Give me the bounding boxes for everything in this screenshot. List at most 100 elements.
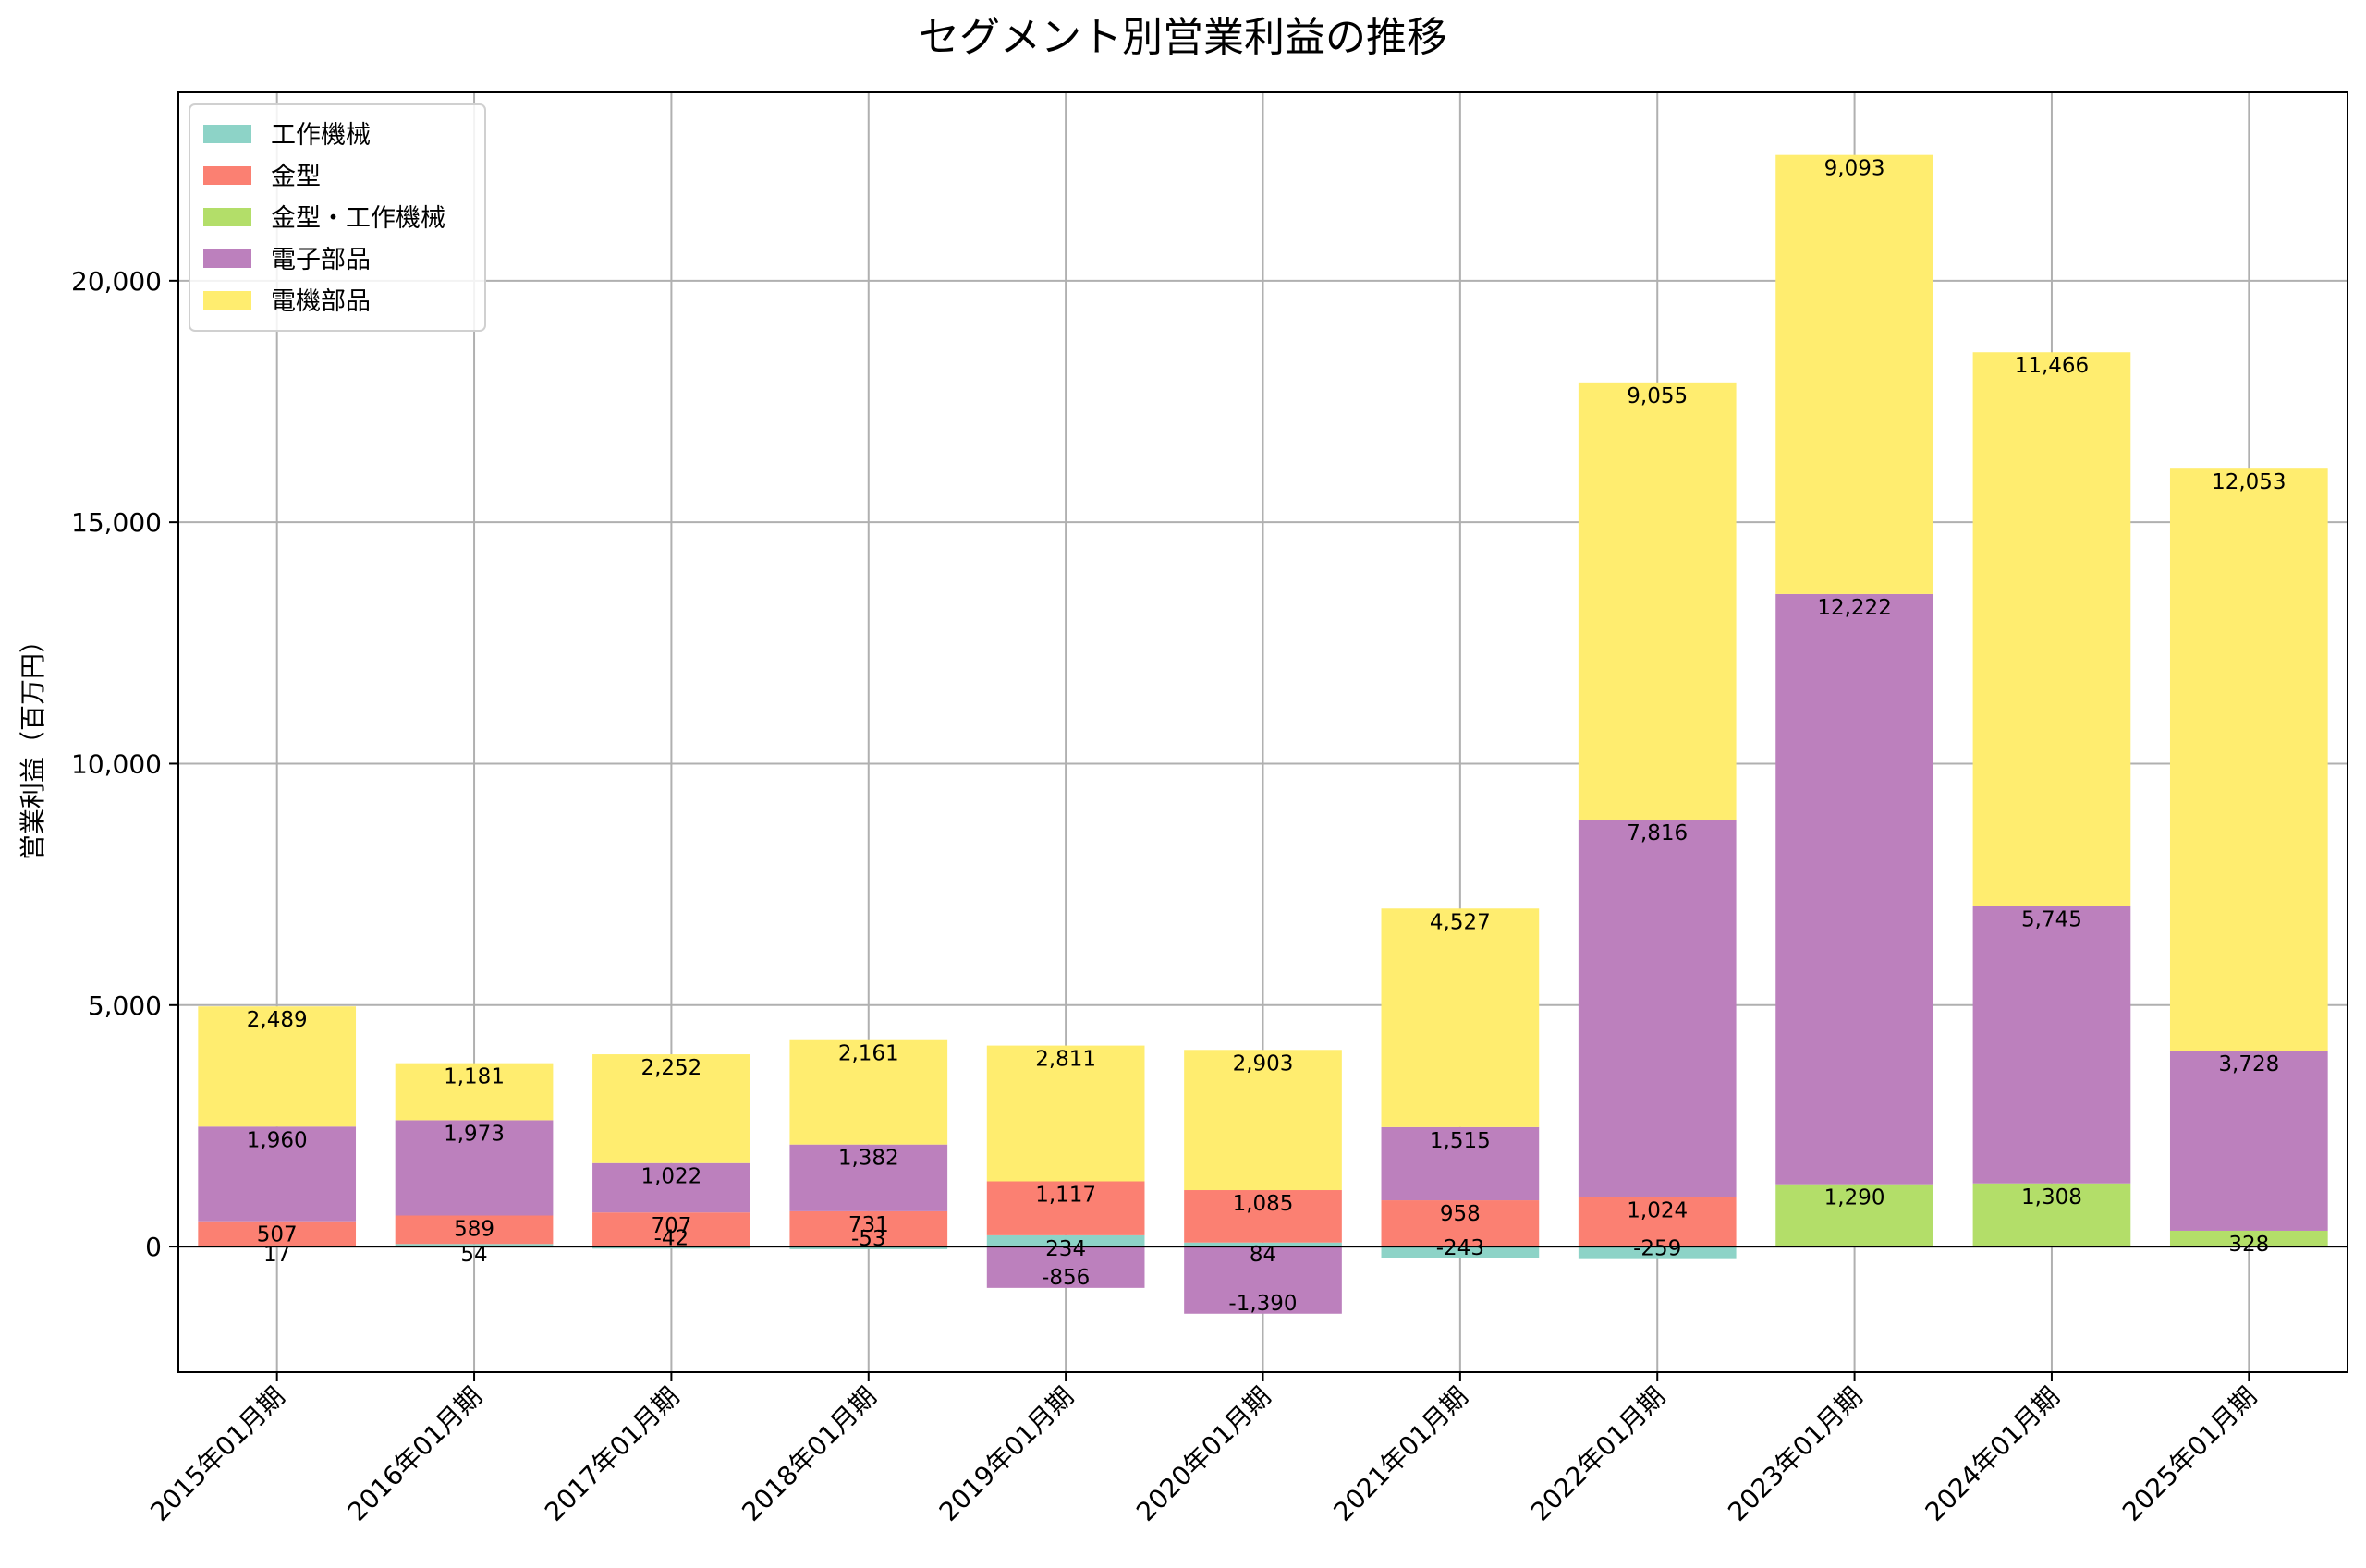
bar-segment (1578, 382, 1737, 820)
bar-segment (1381, 1246, 1540, 1258)
bar-segment (986, 1246, 1145, 1288)
bar-segment (789, 1210, 948, 1247)
x-tick-label: 2018年01月期 (736, 1381, 882, 1527)
x-tick-label: 2017年01月期 (539, 1381, 685, 1527)
legend-box (189, 103, 486, 332)
data-label: 9,093 (1824, 157, 1885, 181)
bar-segment (1775, 1184, 1933, 1247)
data-label: 1,024 (1627, 1199, 1688, 1223)
data-label: 1,960 (247, 1128, 308, 1152)
chart-title: セグメント別営業利益の推移 (919, 14, 1447, 61)
data-label: 2,903 (1233, 1051, 1294, 1076)
data-label: 12,222 (1817, 596, 1891, 620)
legend-swatch (203, 291, 251, 310)
bar-segment (2169, 1230, 2328, 1247)
bar-segment (789, 1039, 948, 1145)
bar-segment (198, 1126, 357, 1222)
bar-segment (986, 1045, 1145, 1182)
bar-layer (198, 154, 2328, 1314)
bar-segment (986, 1181, 1145, 1235)
data-label: 5,745 (2021, 907, 2082, 931)
bar-segment (592, 1054, 750, 1163)
plot-frame (177, 91, 2348, 1373)
data-label: 1,022 (640, 1165, 701, 1189)
x-tick-label: 2021年01月期 (1327, 1381, 1473, 1527)
data-label: 2,811 (1035, 1048, 1096, 1072)
data-label: 1,382 (838, 1147, 899, 1171)
bar-segment (1578, 1197, 1737, 1247)
bar-segment (1381, 1200, 1540, 1247)
bar-segment (395, 1063, 554, 1121)
data-label: 2,489 (247, 1008, 308, 1032)
legend-label: 電子部品 (271, 246, 371, 274)
data-label: 1,181 (444, 1065, 505, 1089)
bar-segment (1184, 1050, 1342, 1191)
data-label: -243 (1436, 1236, 1484, 1260)
data-label: 1,308 (2021, 1185, 2082, 1209)
data-label: 4,527 (1430, 910, 1491, 934)
bar-segment (198, 1006, 357, 1127)
y-tick-label: 10,000 (71, 748, 162, 779)
bar-segment (395, 1244, 554, 1247)
bar-segment (2169, 1051, 2328, 1231)
legend-label: 金型 (271, 163, 321, 191)
data-label: 12,053 (2212, 470, 2286, 494)
x-tick-label: 2019年01月期 (933, 1381, 1079, 1527)
data-label: 589 (454, 1218, 494, 1242)
data-label: 9,055 (1627, 384, 1688, 408)
bar-segment (1184, 1190, 1342, 1243)
bar-segment (789, 1144, 948, 1211)
data-label: 7,816 (1627, 821, 1688, 845)
bar-segment (2169, 468, 2328, 1051)
bar-segment (1578, 1246, 1737, 1259)
bar-segment (986, 1234, 1145, 1247)
x-tick-label: 2015年01月期 (144, 1381, 290, 1527)
y-axis-label: 営業利益（百万円） (18, 627, 48, 860)
data-label: 1,973 (444, 1122, 505, 1146)
bar-segment (592, 1162, 750, 1213)
data-label: -856 (1042, 1266, 1090, 1290)
data-label: 1,515 (1430, 1129, 1491, 1153)
x-tick-label: 2022年01月期 (1525, 1381, 1671, 1527)
data-label: 234 (1045, 1237, 1086, 1261)
data-label: 1,290 (1824, 1186, 1885, 1210)
x-tick-label: 2025年01月期 (2116, 1381, 2262, 1527)
data-label: 1,117 (1035, 1184, 1096, 1208)
bar-segment (1972, 906, 2131, 1184)
bar-segment (1578, 820, 1737, 1197)
data-label: 2,252 (640, 1056, 701, 1080)
data-label: 2,161 (838, 1042, 899, 1066)
x-tick-label: 2016年01月期 (342, 1381, 488, 1527)
bar-segment (1184, 1242, 1342, 1247)
data-label: 731 (848, 1213, 889, 1237)
legend-swatch (203, 125, 251, 143)
data-label: 328 (2228, 1233, 2269, 1257)
x-tick-label: 2020年01月期 (1130, 1381, 1276, 1527)
bar-segment (198, 1221, 357, 1246)
y-tick-label: 5,000 (88, 991, 162, 1021)
legend-swatch (203, 208, 251, 226)
bar-segment (1775, 593, 1933, 1185)
legend-label: 工作機械 (271, 121, 371, 150)
data-label: 1,085 (1233, 1192, 1294, 1216)
bar-segment (395, 1215, 554, 1245)
bar-segment (789, 1246, 948, 1249)
data-label: -1,390 (1228, 1292, 1297, 1316)
x-tick-label: 2024年01月期 (1920, 1381, 2066, 1527)
bar-segment (1184, 1246, 1342, 1314)
data-label: -259 (1633, 1237, 1681, 1261)
data-label: 507 (257, 1223, 298, 1247)
bar-segment (1381, 908, 1540, 1127)
bar-segment (592, 1246, 750, 1249)
y-tick-label: 20,000 (71, 266, 162, 297)
y-tick-label: 15,000 (71, 507, 162, 538)
data-label-layer: 175071,9602,489545891,9731,181-427071,02… (247, 157, 2287, 1316)
data-label: 3,728 (2218, 1052, 2279, 1076)
data-label: 958 (1440, 1202, 1481, 1226)
bar-segment (395, 1120, 554, 1216)
data-label: 707 (651, 1214, 691, 1238)
bar-segment (1381, 1126, 1540, 1201)
